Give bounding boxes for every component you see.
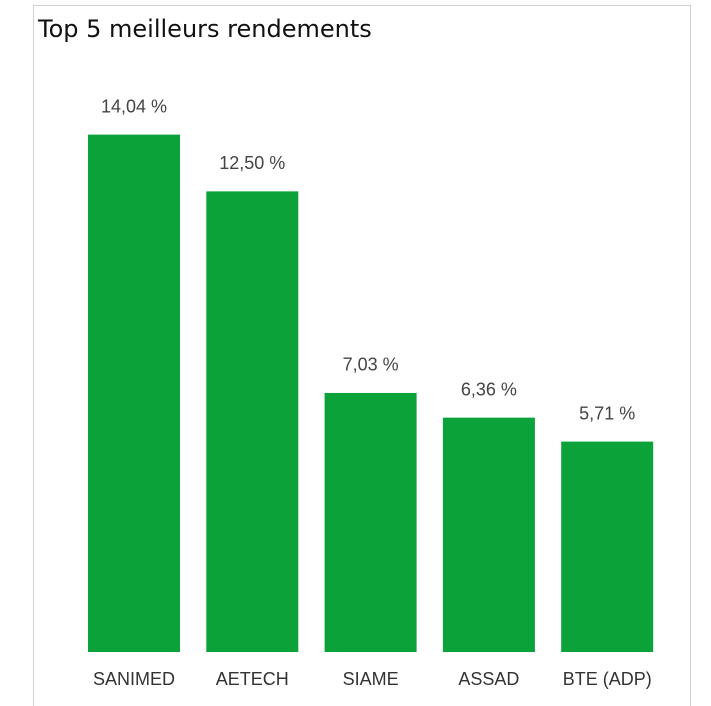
value-label: 12,50 % — [219, 153, 285, 173]
chart-title: Top 5 meilleurs rendements — [37, 15, 372, 43]
x-tick-label: AETECH — [216, 669, 289, 689]
value-label: 7,03 % — [343, 355, 399, 375]
x-tick-label: BTE (ADP) — [563, 669, 652, 689]
x-tick-label: ASSAD — [458, 669, 519, 689]
frame — [33, 5, 691, 706]
bar — [88, 134, 180, 653]
value-label: 6,36 % — [461, 379, 517, 399]
x-tick-label: SANIMED — [93, 669, 175, 689]
bar — [561, 441, 654, 652]
value-label: 14,04 % — [101, 96, 167, 116]
bar — [442, 417, 535, 652]
x-tick-label: SIAME — [343, 669, 399, 689]
bar — [324, 392, 417, 652]
bar — [206, 191, 299, 652]
value-label: 5,71 % — [579, 403, 635, 423]
